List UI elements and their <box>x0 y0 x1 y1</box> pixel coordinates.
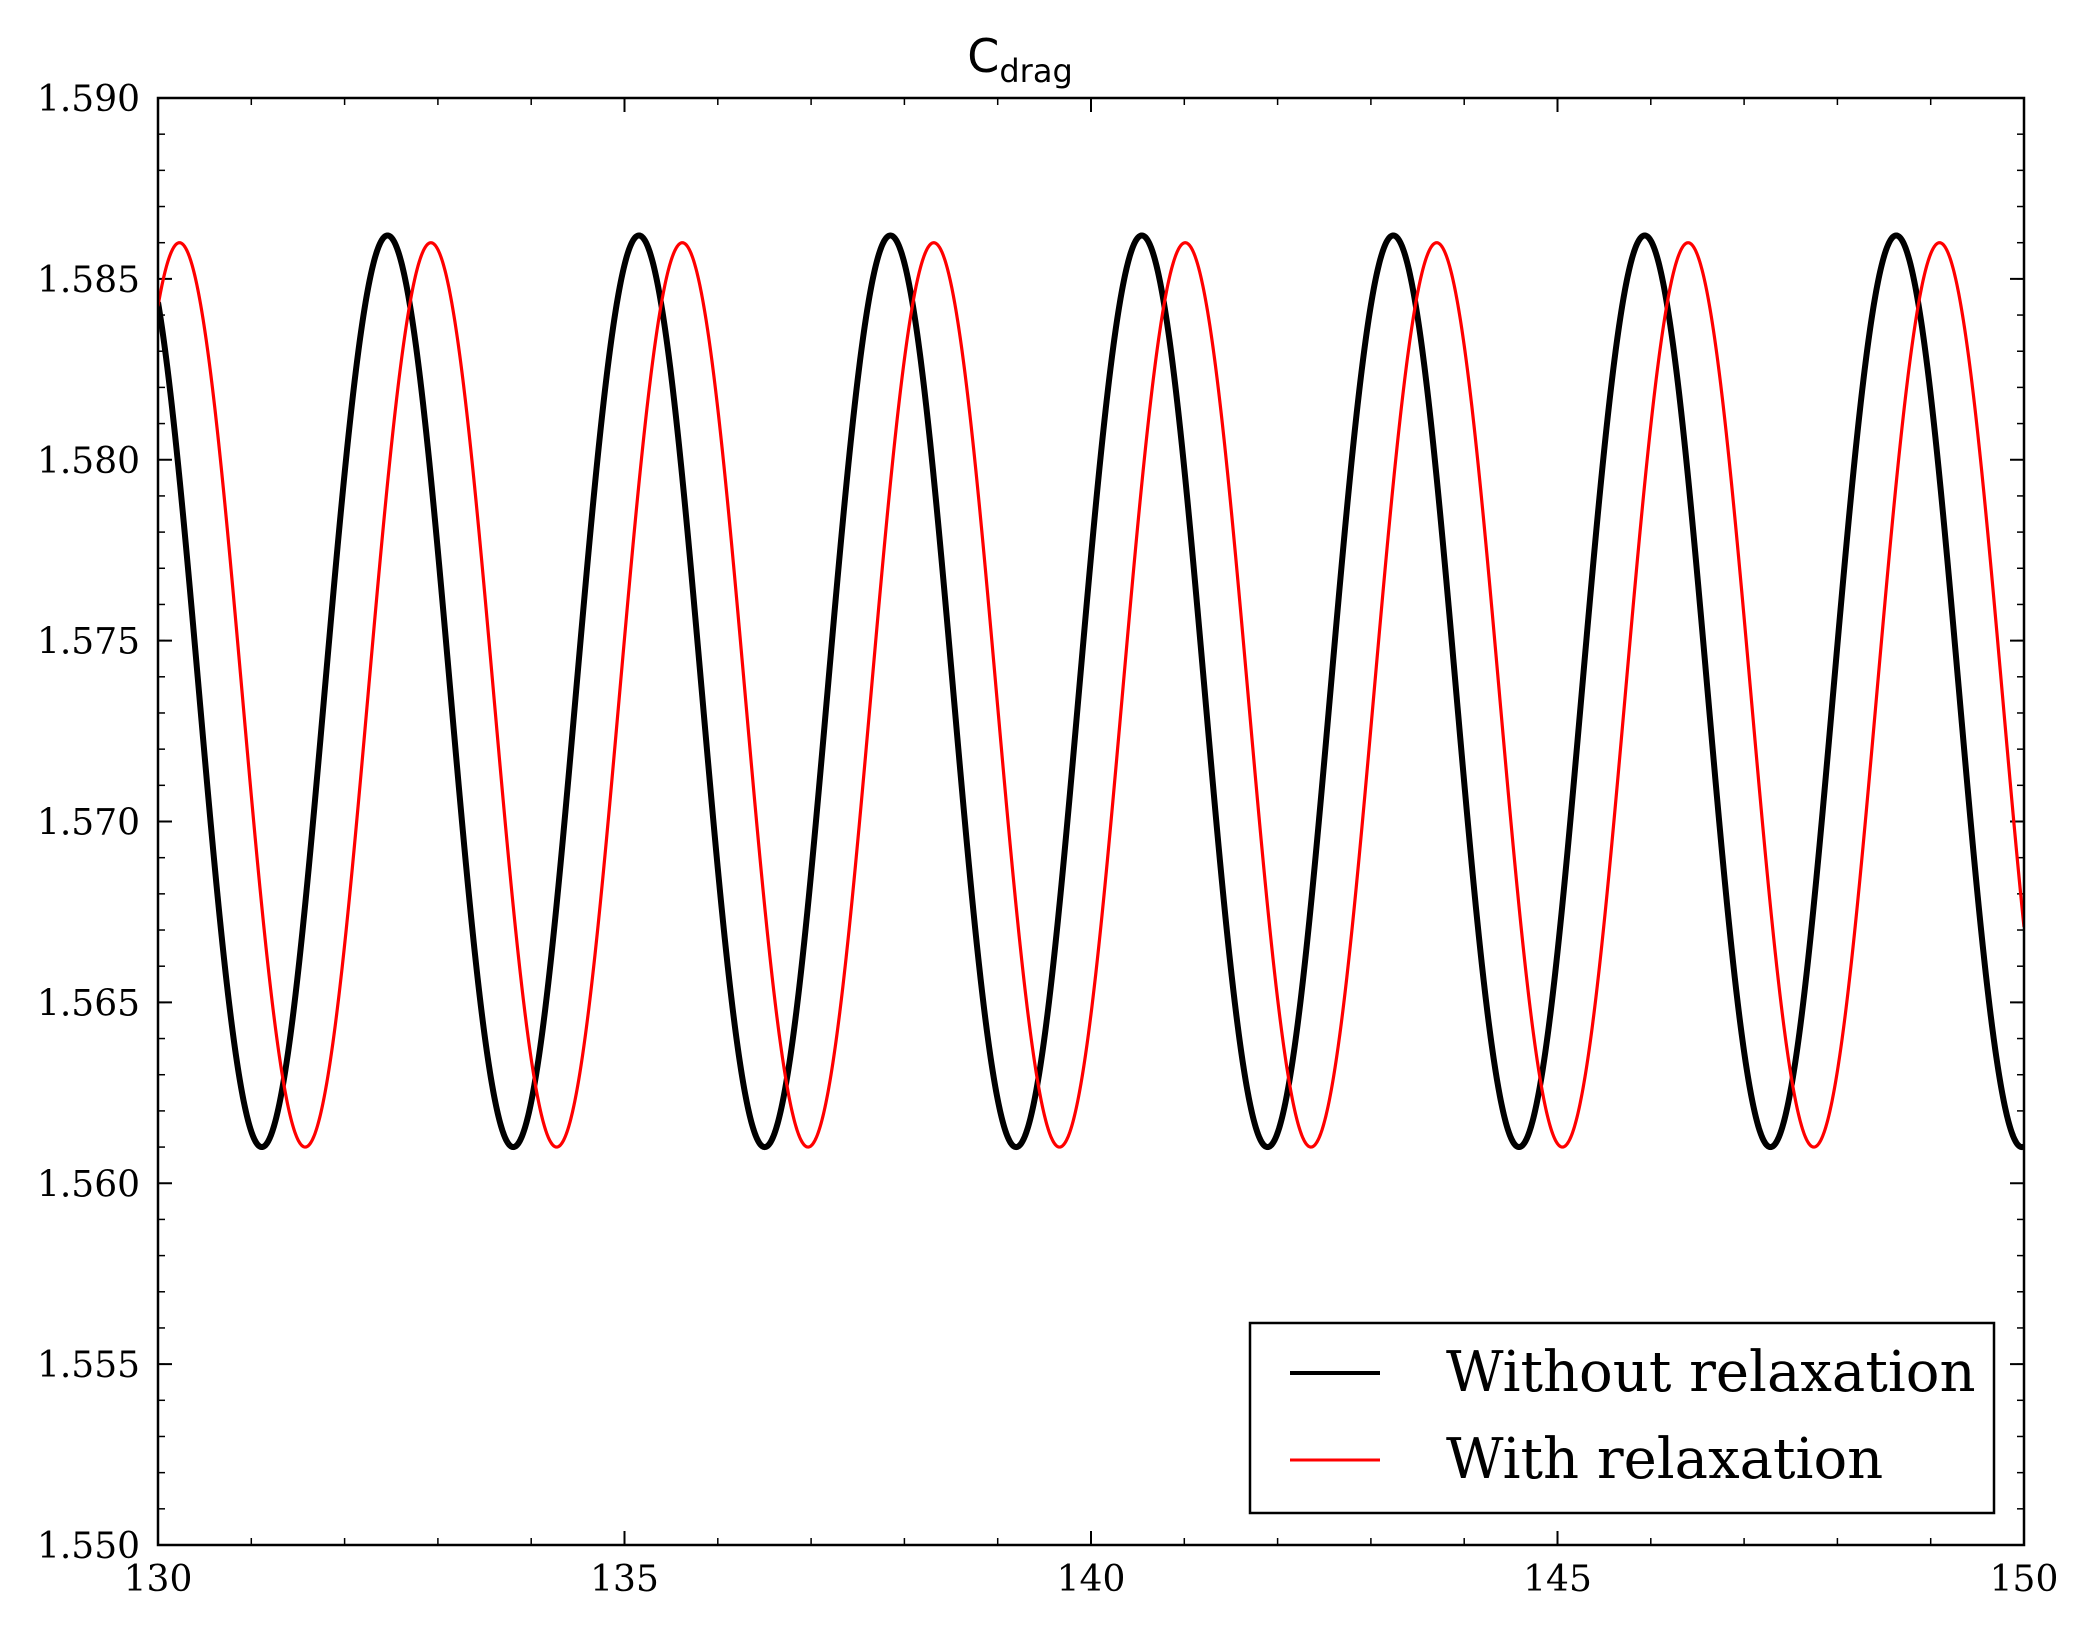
y-tick-label: 1.550 <box>37 1526 140 1567</box>
chart-title-main: C <box>967 29 999 83</box>
plot-frame <box>156 96 2026 1547</box>
x-tick-label: 150 <box>1990 1559 2059 1600</box>
chart-title-subscript: drag <box>999 52 1072 90</box>
y-tick-label: 1.570 <box>37 803 140 844</box>
tick-labels: 130 135 140 145 150 1.550 1.555 1.560 1.565 1.570… <box>37 79 2058 1600</box>
legend-box <box>1248 1321 1996 1515</box>
legend-label-without-relaxation: Without relaxation <box>1446 1340 1976 1405</box>
series-line-with-relaxation <box>158 241 2024 1149</box>
y-tick-label: 1.565 <box>37 983 140 1024</box>
y-tick-label: 1.560 <box>37 1164 140 1205</box>
y-tick-label: 1.585 <box>37 260 140 301</box>
y-tick-label: 1.575 <box>37 622 140 663</box>
x-tick-label: 130 <box>124 1559 193 1600</box>
x-tick-label: 140 <box>1057 1559 1126 1600</box>
series-layer <box>158 232 2024 1151</box>
chart-title: Cdrag <box>967 29 1073 90</box>
series-line-without-relaxation <box>158 232 2024 1151</box>
legend-label-with-relaxation: With relaxation <box>1446 1427 1883 1492</box>
y-tick-label: 1.580 <box>37 441 140 482</box>
x-tick-label: 145 <box>1523 1559 1592 1600</box>
x-tick-label: 135 <box>590 1559 659 1600</box>
y-tick-label: 1.590 <box>37 79 140 120</box>
legend: Without relaxation With relaxation <box>1248 1321 1996 1515</box>
y-tick-label: 1.555 <box>37 1345 140 1386</box>
